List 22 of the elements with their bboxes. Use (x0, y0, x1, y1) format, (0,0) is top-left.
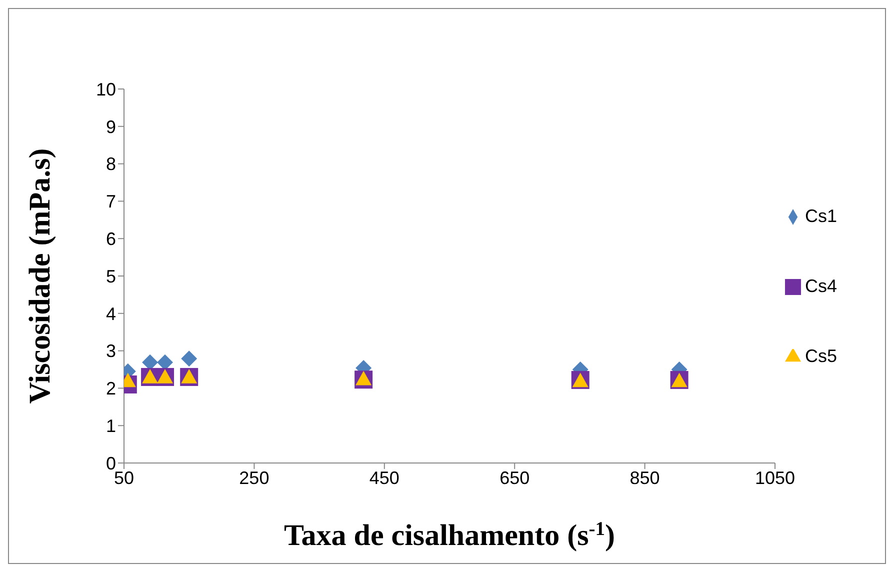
x-tick-label: 50 (114, 468, 134, 488)
y-tick-label: 6 (106, 228, 116, 249)
y-tick-label: 9 (106, 116, 116, 137)
legend-label: Cs1 (805, 206, 838, 226)
y-tick-label: 4 (106, 304, 116, 324)
x-tick-label: 1050 (754, 468, 796, 488)
x-tick-label: 650 (500, 468, 530, 488)
y-tick-label: 3 (106, 341, 116, 362)
y-tick-label: 7 (106, 192, 116, 212)
y-axis-title: Viscosidade (mPa.s) (24, 148, 57, 404)
y-tick-label: 0 (106, 453, 116, 474)
y-tick-label: 2 (106, 378, 116, 399)
x-axis-title: Taxa de cisalhamento (s$^{-1}$) (284, 518, 615, 552)
y-tick-label: 8 (106, 154, 116, 174)
x-tick-label: 850 (630, 468, 660, 488)
x-tick-label: 250 (239, 468, 270, 488)
legend-label: Cs5 (805, 346, 838, 366)
y-tick-label: 10 (96, 79, 116, 100)
y-tick-label: 5 (106, 266, 116, 286)
legend-label: Cs4 (805, 276, 838, 296)
y-tick-label: 1 (106, 416, 116, 436)
x-tick-label: 450 (369, 468, 400, 488)
